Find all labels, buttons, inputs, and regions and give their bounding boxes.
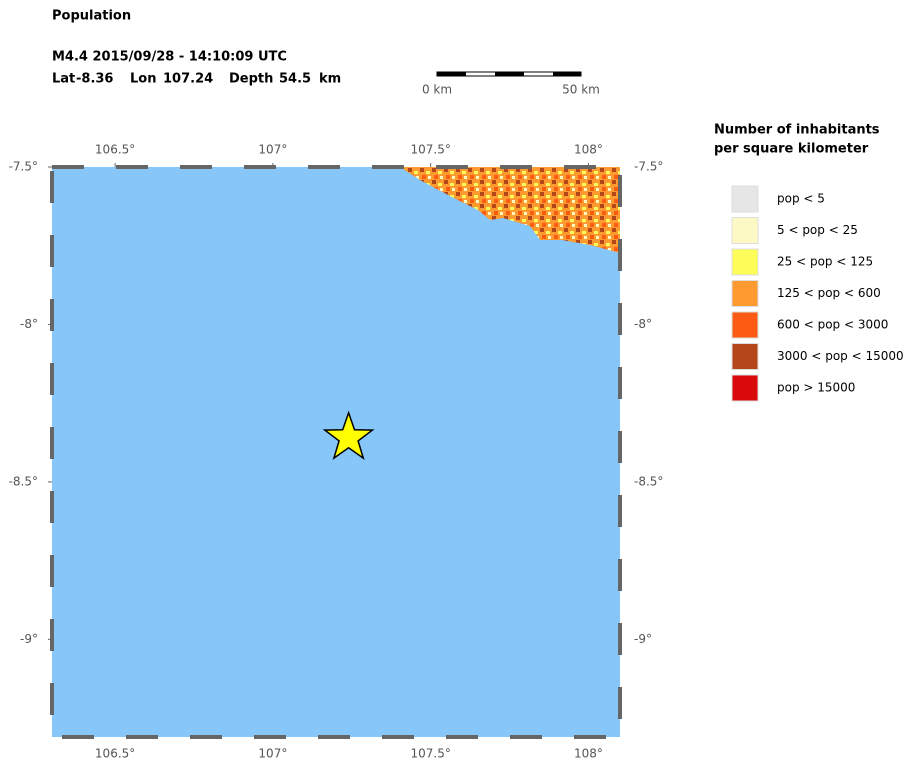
lon-tick-label: 108°: [574, 747, 603, 761]
lat-tick-label: -7.5°: [634, 160, 663, 174]
legend-title: per square kilometer: [714, 142, 869, 157]
location-value: 54.5: [279, 72, 311, 87]
location-unit: km: [319, 72, 341, 87]
location-label: Lon: [130, 72, 156, 87]
lat-tick-label: -8°: [20, 317, 38, 331]
legend-label: 125 < pop < 600: [777, 286, 881, 300]
scale-end: 50 km: [562, 83, 600, 97]
scale-bar: 0 km 50 km: [422, 71, 600, 97]
lon-tick-label: 107°: [258, 747, 287, 761]
lon-tick-label: 106.5°: [95, 143, 135, 157]
legend-label: 25 < pop < 125: [777, 255, 873, 269]
lon-tick-label: 107°: [258, 143, 287, 157]
location-value: -8.36: [76, 72, 113, 87]
lon-tick-label: 107.5°: [410, 747, 450, 761]
legend-swatch: [731, 280, 759, 307]
legend-title: Number of inhabitants: [714, 123, 880, 138]
lon-tick-label: 107.5°: [410, 143, 450, 157]
legend-swatch: [731, 311, 759, 339]
lat-tick-label: -8.5°: [9, 474, 38, 488]
lon-tick-label: 106.5°: [95, 747, 135, 761]
epicenter: [322, 410, 375, 460]
location-label: Depth: [229, 72, 273, 87]
legend-swatch: [731, 185, 759, 213]
legend-swatch: [731, 217, 759, 244]
legend-label: 600 < pop < 3000: [777, 318, 888, 332]
legend-label: pop < 5: [777, 192, 825, 206]
lat-tick-label: -9°: [20, 632, 38, 646]
legend-label: 5 < pop < 25: [777, 223, 858, 237]
location-info: Lat -8.36 Lon 107.24 Depth 54.5 km: [52, 72, 341, 87]
location-label: Lat: [52, 72, 75, 87]
location-value: 107.24: [163, 72, 213, 87]
lat-tick-label: -7.5°: [9, 160, 38, 174]
legend-swatch: [731, 248, 759, 276]
land: [400, 167, 620, 253]
legend-label: 3000 < pop < 15000: [777, 349, 904, 363]
scale-start: 0 km: [422, 83, 452, 97]
map-frame: [50, 165, 622, 739]
event-info: M4.4 2015/09/28 - 14:10:09 UTC: [52, 50, 287, 65]
lat-tick-label: -8°: [634, 317, 652, 331]
lon-tick-label: 108°: [574, 143, 603, 157]
legend-swatch: [731, 374, 759, 402]
title: Population: [52, 9, 131, 24]
lat-tick-label: -8.5°: [634, 474, 663, 488]
legend: Number of inhabitants per square kilomete…: [714, 123, 904, 402]
legend-swatch: [731, 343, 759, 370]
lat-tick-label: -9°: [634, 632, 652, 646]
legend-label: pop > 15000: [777, 381, 855, 395]
